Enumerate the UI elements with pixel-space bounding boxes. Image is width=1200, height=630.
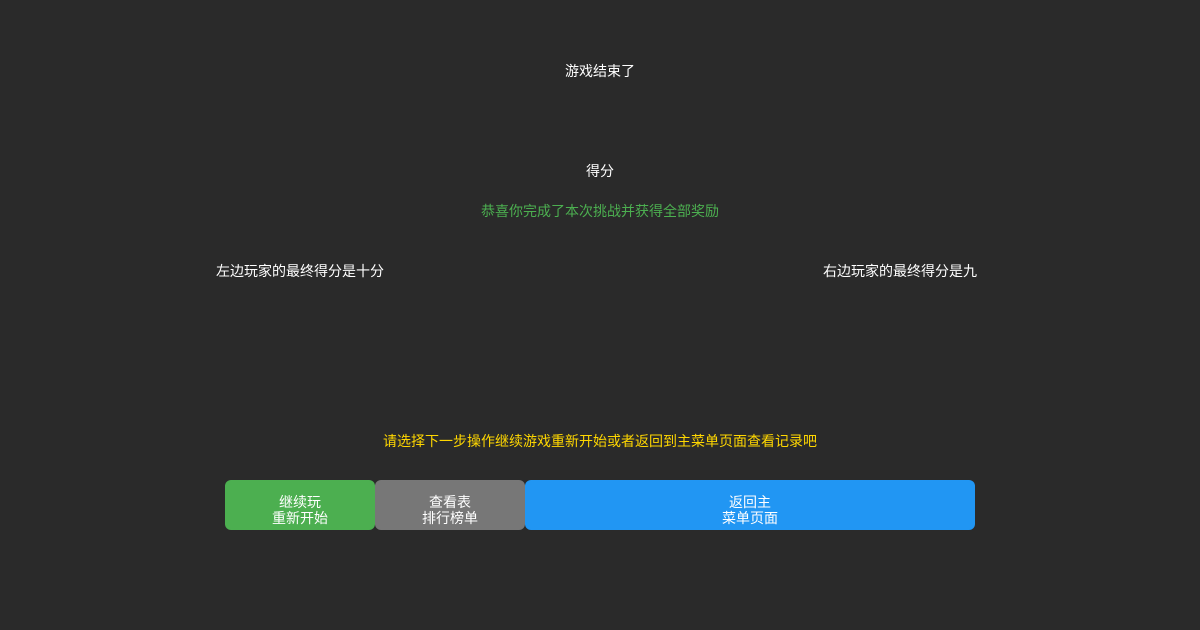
- button-sublabel: 排行榜单: [422, 511, 478, 527]
- main-menu-button[interactable]: 返回主 菜单页面: [525, 480, 975, 530]
- leaderboard-button[interactable]: 查看表 排行榜单: [375, 480, 525, 530]
- button-sublabel: 重新开始: [272, 511, 328, 527]
- game-title: 游戏结束了: [565, 64, 635, 80]
- button-label: 查看表: [429, 495, 471, 511]
- button-label: 返回主: [729, 495, 771, 511]
- button-sublabel: 菜单页面: [722, 511, 778, 527]
- button-label: 继续玩: [279, 495, 321, 511]
- right-player-score: 右边玩家的最终得分是九: [823, 264, 977, 280]
- score-label: 得分: [586, 164, 614, 180]
- play-again-button[interactable]: 继续玩 重新开始: [225, 480, 375, 530]
- action-prompt: 请选择下一步操作继续游戏重新开始或者返回到主菜单页面查看记录吧: [383, 434, 817, 450]
- left-player-score: 左边玩家的最终得分是十分: [216, 264, 384, 280]
- result-message: 恭喜你完成了本次挑战并获得全部奖励: [481, 204, 719, 220]
